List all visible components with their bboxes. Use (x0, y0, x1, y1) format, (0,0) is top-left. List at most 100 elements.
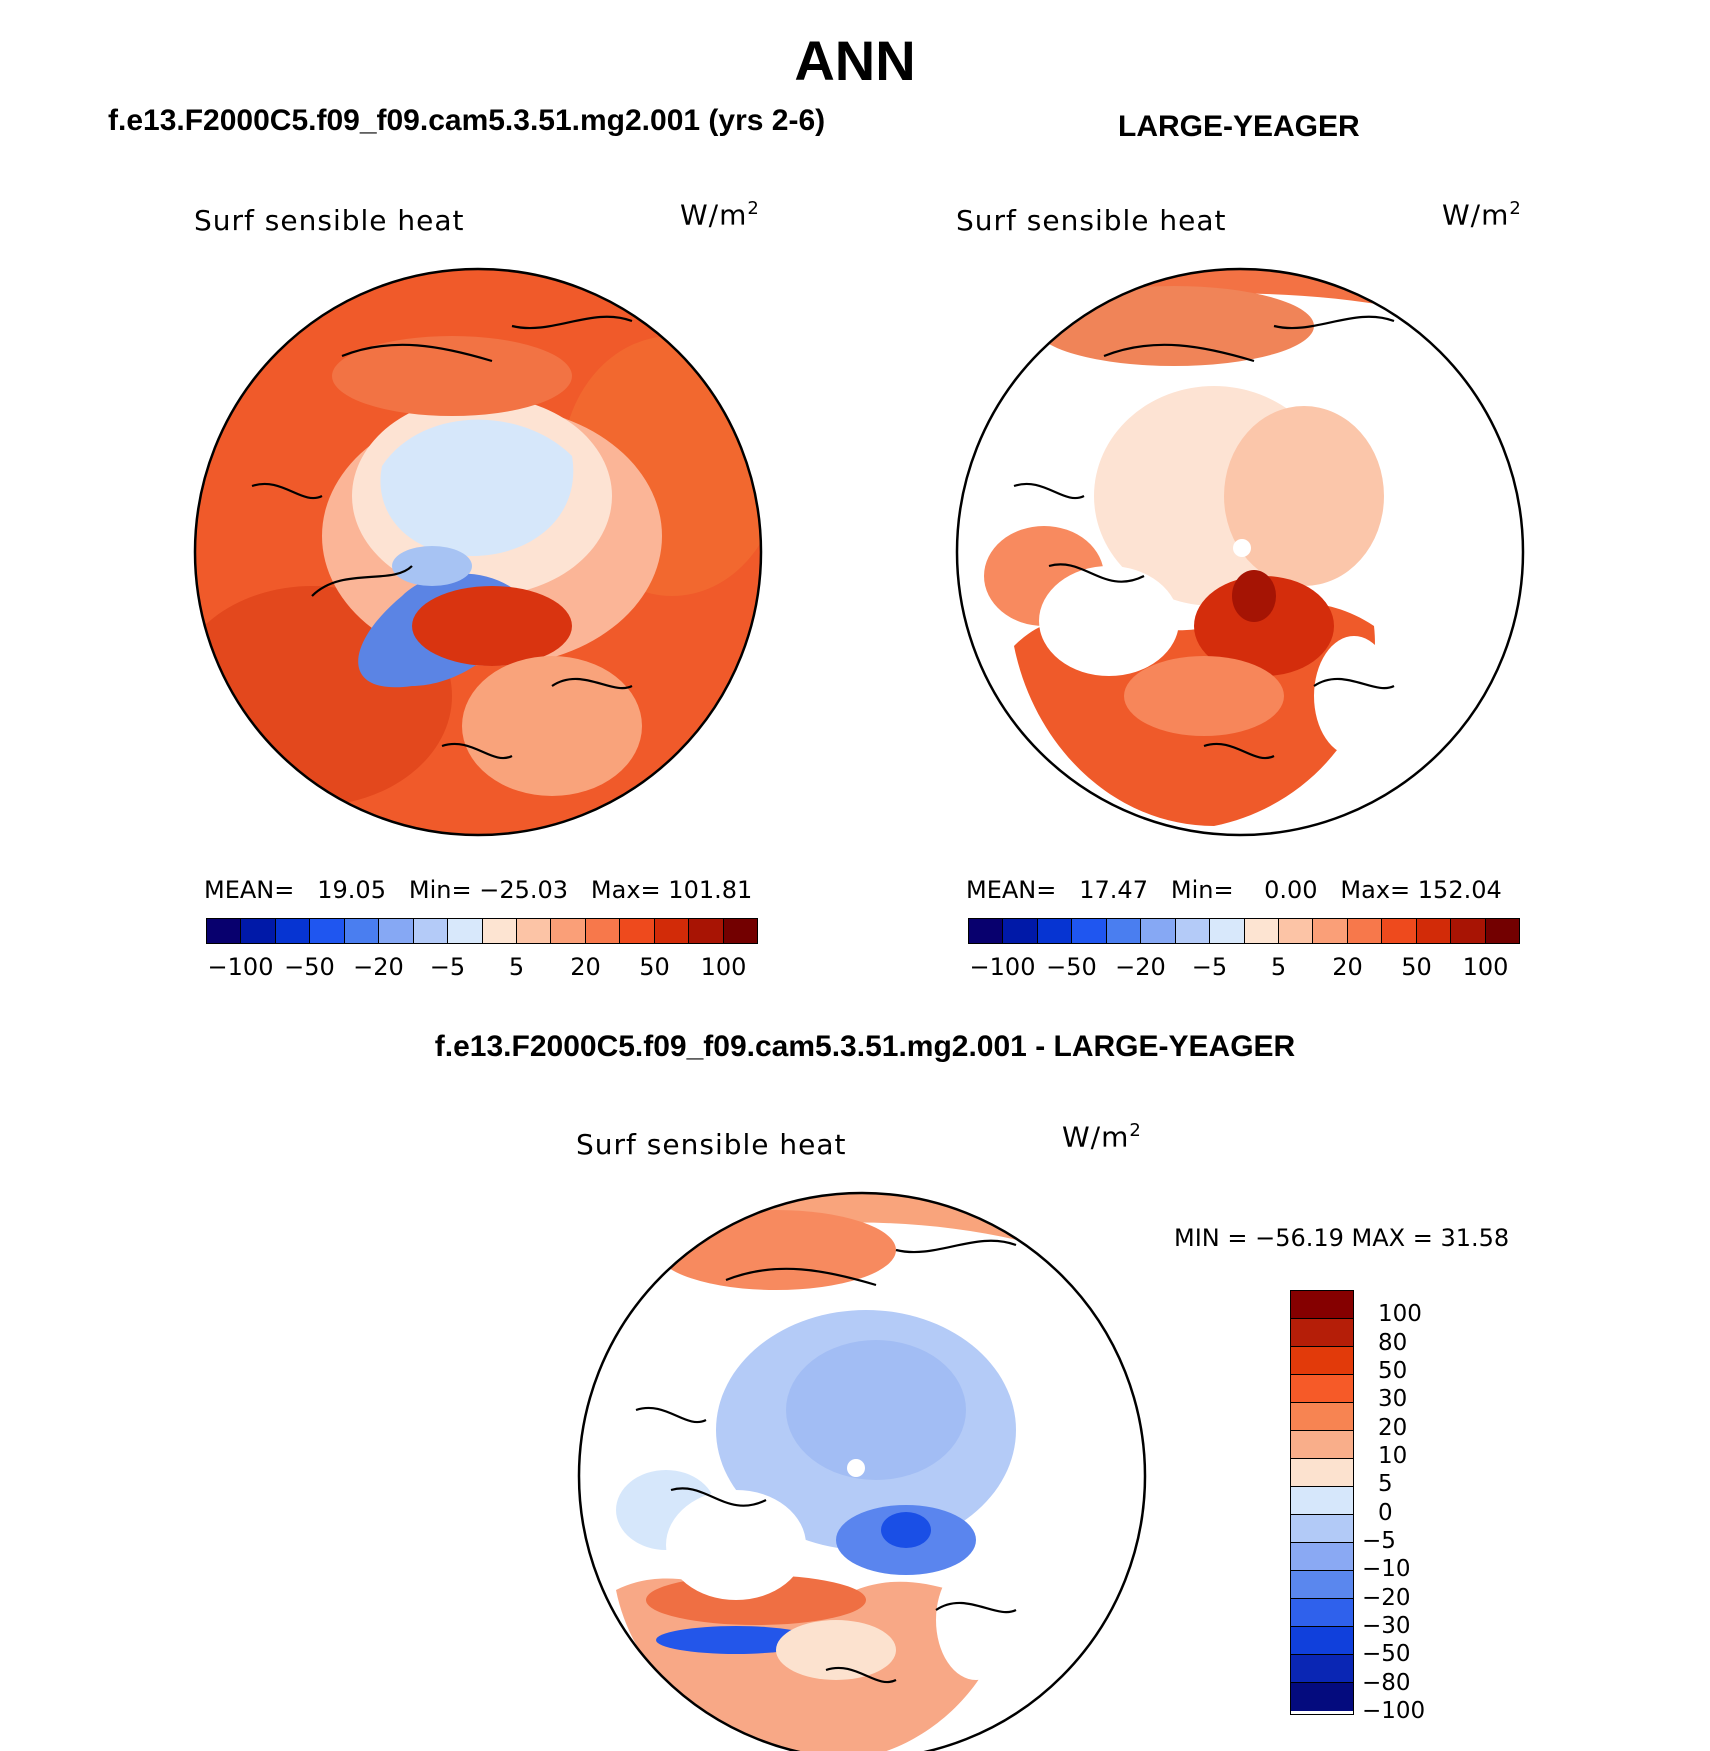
diff-panel-variable-label: Surf sensible heat (576, 1128, 847, 1161)
colorbar-tick-label: 100 (700, 953, 747, 981)
colorbar-cell (516, 919, 552, 943)
colorbar-cell (482, 919, 517, 943)
colorbar-tick-label: −5 (1191, 953, 1228, 981)
colorbar-tick-label: −50 (1362, 1641, 1411, 1668)
colorbar-tick-label: −10 (1362, 1556, 1411, 1583)
colorbar-cell (1451, 919, 1486, 943)
colorbar-cell (723, 919, 757, 943)
colorbar-cell (1141, 919, 1176, 943)
panel-1-title: f.e13.F2000C5.f09_f09.cam5.3.51.mg2.001 … (108, 104, 826, 137)
colorbar-tick-label: 20 (1332, 953, 1363, 981)
colorbar-tick-label: 80 (1378, 1329, 1408, 1356)
colorbar-tick-label: 100 (1462, 953, 1509, 981)
diff-panel-title: f.e13.F2000C5.f09_f09.cam5.3.51.mg2.001 … (434, 1030, 1296, 1063)
colorbar-cell (1291, 1683, 1353, 1711)
colorbar-cell (620, 919, 655, 943)
panel-1-units: W/m2 (680, 198, 760, 232)
colorbar-cell (1291, 1515, 1353, 1543)
diff-panel-minmax: MIN = −56.19 MAX = 31.58 (1174, 1224, 1510, 1252)
colorbar-cell (1291, 1347, 1353, 1375)
diff-colorbar (1290, 1290, 1354, 1715)
colorbar-tick-label: −20 (1362, 1584, 1411, 1611)
colorbar-cell (1291, 1571, 1353, 1599)
colorbar-cell (551, 919, 586, 943)
colorbar-cell (1382, 919, 1417, 943)
panel-2-title: LARGE-YEAGER (1118, 110, 1360, 143)
colorbar-cell (1244, 919, 1279, 943)
colorbar-tick-label: 30 (1378, 1386, 1408, 1413)
colorbar-tick-label: 50 (639, 953, 670, 981)
figure-title: ANN (794, 29, 916, 92)
diff-panel-map (577, 1191, 1147, 1751)
colorbar-tick-label: −100 (1362, 1698, 1426, 1724)
panel-1-stats: MEAN= 19.05 Min= −25.03 Max= 101.81 (204, 876, 753, 904)
colorbar-tick-label: 5 (1378, 1471, 1393, 1498)
colorbar-cell (241, 919, 276, 943)
colorbar-cell (1291, 1655, 1353, 1683)
colorbar-cell (1291, 1375, 1353, 1403)
panel-1-map (193, 267, 763, 837)
colorbar-cell (1175, 919, 1211, 943)
colorbar-tick-label: 100 (1378, 1301, 1422, 1328)
colorbar-tick-label: 20 (1378, 1414, 1408, 1441)
colorbar-tick-label: −50 (284, 953, 335, 981)
colorbar-tick-label: −5 (1362, 1528, 1396, 1554)
colorbar-tick-label: −100 (207, 953, 274, 981)
colorbar-tick-label: −20 (1115, 953, 1166, 981)
colorbar-cell (1485, 919, 1519, 943)
panel-1-variable-label: Surf sensible heat (194, 204, 465, 237)
colorbar-tick-label: −5 (429, 953, 466, 981)
colorbar-cell (275, 919, 311, 943)
colorbar-cell (207, 919, 242, 943)
colorbar-cell (379, 919, 414, 943)
colorbar-cell (448, 919, 483, 943)
panel-1-colorbar (206, 918, 758, 944)
colorbar-tick-label: −30 (1362, 1613, 1411, 1639)
colorbar-cell (1210, 919, 1245, 943)
colorbar-tick-label: −80 (1362, 1669, 1411, 1696)
colorbar-tick-label: 5 (1270, 953, 1287, 981)
colorbar-cell (1037, 919, 1073, 943)
colorbar-cell (1106, 919, 1142, 943)
colorbar-tick-label: 0 (1378, 1499, 1393, 1526)
colorbar-cell (1291, 1487, 1353, 1515)
diff-colorbar-ticks: 100 80 50 30 20 10 5 0 −5 −10 −20 −30 −50 −80 −100 (1362, 1290, 1488, 1724)
colorbar-cell (1291, 1627, 1353, 1655)
colorbar-tick-label: −50 (1046, 953, 1097, 981)
colorbar-tick-label: 20 (570, 953, 601, 981)
colorbar-cell (413, 919, 449, 943)
panel-2-variable-label: Surf sensible heat (956, 204, 1227, 237)
colorbar-tick-label: 10 (1378, 1443, 1408, 1469)
colorbar-tick-label: −20 (353, 953, 404, 981)
colorbar-cell (1347, 919, 1383, 943)
panel-2-stats: MEAN= 17.47 Min= 0.00 Max= 152.04 (966, 876, 1502, 904)
colorbar-cell (1072, 919, 1107, 943)
colorbar-tick-label: 50 (1401, 953, 1432, 981)
panel-2-map (955, 267, 1525, 837)
colorbar-cell (654, 919, 690, 943)
colorbar-cell (1278, 919, 1314, 943)
panel-2-colorbar-ticks: −100 −50 −20 −5 5 20 50 100 (968, 953, 1520, 983)
colorbar-cell (1291, 1459, 1353, 1487)
colorbar-cell (1291, 1543, 1353, 1571)
colorbar-cell (689, 919, 724, 943)
colorbar-cell (1003, 919, 1038, 943)
colorbar-cell (310, 919, 345, 943)
colorbar-cell (1291, 1431, 1353, 1459)
colorbar-tick-label: 5 (508, 953, 525, 981)
colorbar-cell (969, 919, 1004, 943)
colorbar-tick-label: 50 (1378, 1358, 1408, 1384)
panel-2-colorbar (968, 918, 1520, 944)
panel-1-colorbar-ticks: −100 −50 −20 −5 5 20 50 100 (206, 953, 758, 983)
colorbar-cell (585, 919, 621, 943)
colorbar-tick-label: −100 (969, 953, 1036, 981)
colorbar-cell (1291, 1403, 1353, 1431)
panel-2-units: W/m2 (1442, 198, 1522, 232)
colorbar-cell (1291, 1291, 1353, 1319)
colorbar-cell (1313, 919, 1348, 943)
colorbar-cell (344, 919, 380, 943)
diff-panel-units: W/m2 (1062, 1120, 1142, 1154)
colorbar-cell (1416, 919, 1452, 943)
colorbar-cell (1291, 1599, 1353, 1627)
colorbar-cell (1291, 1319, 1353, 1347)
